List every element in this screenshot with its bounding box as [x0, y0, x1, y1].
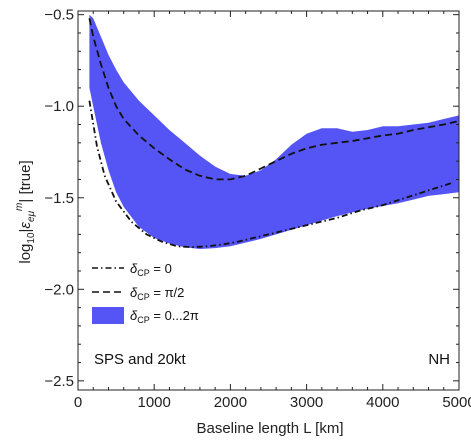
x-tick-label: 2000 [214, 394, 247, 411]
x-tick-label: 5000 [442, 394, 471, 411]
legend-label-dashed: δCP = π/2 [130, 285, 184, 302]
plot-frame [77, 10, 460, 391]
x-tick-label: 3000 [290, 394, 323, 411]
y-tick-label: −0.5 [44, 7, 74, 24]
y-axis-title-eps: ε [17, 222, 34, 229]
y-axis-title: log10|εeμm| [true] [14, 160, 37, 263]
x-tick-label: 0 [74, 394, 82, 411]
series-line-dashed [88, 18, 460, 181]
x-tick-label: 4000 [366, 394, 399, 411]
y-tick-label: −2.0 [44, 281, 74, 298]
lines-layer [88, 18, 460, 249]
legend-swatch-band [92, 307, 124, 324]
series-line-dashdot [88, 100, 452, 249]
annotation-nh: NH [428, 351, 450, 368]
y-axis-title-sup-m: m [14, 203, 25, 211]
y-tick-label: −1.0 [44, 98, 74, 115]
legend-label-dashdot: δCP = 0 [130, 261, 172, 278]
y-axis-title-sub-emu: eμ [26, 210, 37, 222]
band-layer [89, 14, 460, 250]
y-axis-title-bar: | [17, 229, 34, 233]
legend: δCP = 0 δCP = π/2 δCP = 0...2π [92, 261, 199, 325]
x-axis-title: Baseline length L [km] [196, 420, 343, 437]
y-axis-title-prefix: log [17, 244, 34, 264]
legend-label-band: δCP = 0...2π [130, 308, 199, 325]
annotation-sps: SPS and 20kt [94, 351, 187, 368]
x-tick-label: 1000 [138, 394, 171, 411]
y-axis-title-suffix: | [true] [17, 160, 34, 202]
y-axis-title-sub10: 10 [26, 232, 37, 244]
ticks-layer: 0 1000 2000 3000 4000 5000 −2.5 −2.0 −1.5 −1.0 −0.… [44, 7, 471, 411]
y-tick-label: −2.5 [44, 373, 74, 390]
band-delta-cp-range [89, 14, 460, 250]
y-tick-label: −1.5 [44, 190, 74, 207]
